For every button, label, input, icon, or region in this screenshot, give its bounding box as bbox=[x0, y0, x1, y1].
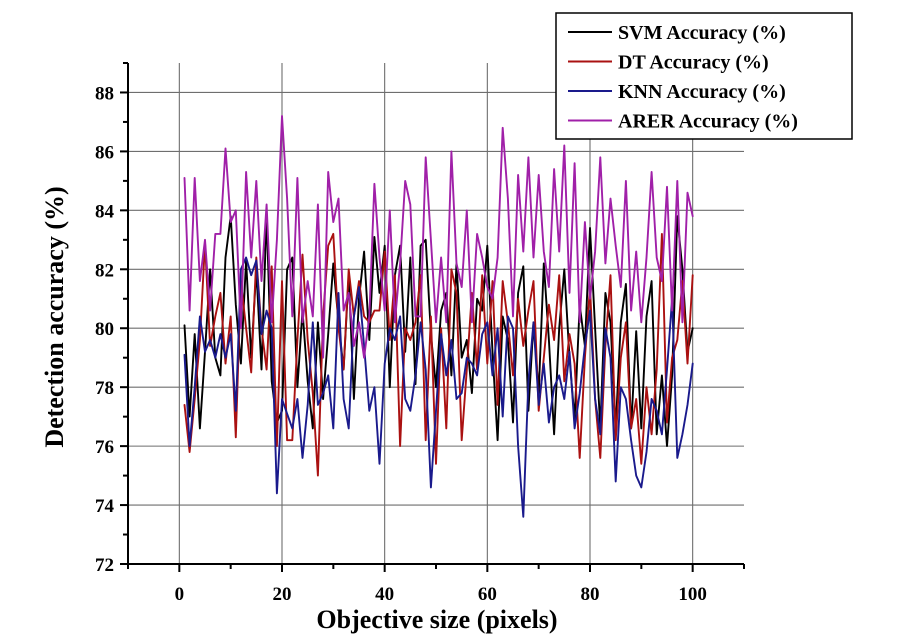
series-lines bbox=[183, 115, 694, 518]
y-tick-label: 76 bbox=[95, 437, 114, 458]
x-tick-label: 40 bbox=[375, 584, 394, 605]
tick-labels: 0 20 40 60 80 100 72 74 76 78 80 82 84 86 88 bbox=[95, 62, 745, 605]
y-tick-label: 80 bbox=[95, 319, 114, 340]
x-tick-label: 0 bbox=[175, 584, 185, 605]
legend-label: KNN Accuracy (%) bbox=[618, 81, 786, 103]
legend-label: SVM Accuracy (%) bbox=[618, 22, 786, 44]
legend: SVM Accuracy (%) DT Accuracy (%) KNN Accur… bbox=[555, 12, 853, 140]
legend-box bbox=[555, 12, 853, 140]
series-line-knn bbox=[183, 256, 694, 518]
x-axis-title: Objective size (pixels) bbox=[316, 605, 557, 634]
y-tick-label: 84 bbox=[95, 201, 115, 222]
legend-label: DT Accuracy (%) bbox=[618, 52, 769, 74]
y-tick-label: 88 bbox=[95, 83, 114, 104]
y-tick-label: 86 bbox=[95, 142, 114, 163]
x-tick-label: 80 bbox=[581, 584, 600, 605]
series-line-arer bbox=[183, 115, 694, 359]
y-tick-label: 78 bbox=[95, 378, 114, 399]
x-tick-label: 100 bbox=[678, 584, 707, 605]
legend-label: ARER Accuracy (%) bbox=[618, 111, 798, 133]
x-tick-label: 60 bbox=[478, 584, 497, 605]
x-tick-label: 20 bbox=[273, 584, 292, 605]
y-tick-label: 82 bbox=[95, 260, 114, 281]
y-tick-label: 72 bbox=[95, 555, 114, 576]
y-axis-title: Detection accuracy (%) bbox=[40, 186, 69, 447]
y-tick-label: 74 bbox=[95, 496, 115, 517]
